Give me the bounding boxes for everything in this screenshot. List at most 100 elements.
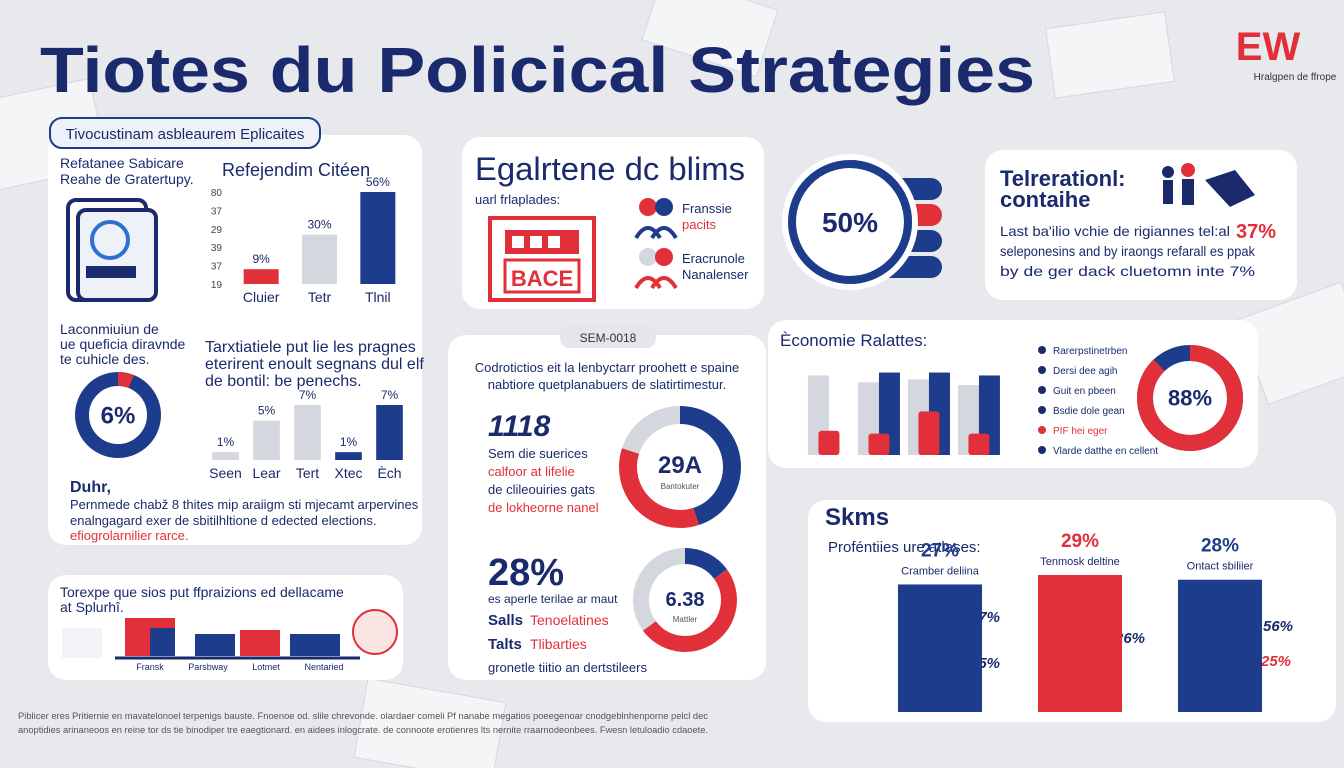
note-highlight: efiogrolarnilier rarce. bbox=[70, 528, 189, 543]
subtitle: Reahe de Gratertupy. bbox=[60, 171, 194, 187]
subtitle: Proféntiies ure atlases: bbox=[828, 539, 981, 556]
line: de lokheorne nanel bbox=[488, 500, 599, 515]
stat-caption: es aperle terilae ar maut bbox=[488, 592, 618, 606]
caption: Laconmiuiun de bbox=[60, 321, 159, 337]
panel-title: Torexpe que sios put ffpraizions ed dell… bbox=[60, 584, 344, 600]
legend-text: PIF hei eger bbox=[1053, 426, 1108, 437]
bar bbox=[376, 405, 403, 460]
note-text: enalngagard exer de sbitilhltione d edec… bbox=[70, 513, 376, 528]
category-label: Tenmosk deltine bbox=[1040, 556, 1120, 568]
bar bbox=[294, 405, 321, 460]
panel-title: at Splurhî. bbox=[60, 599, 124, 615]
value-label: 29% bbox=[1061, 531, 1099, 552]
sign: BACE bbox=[511, 266, 573, 291]
value-label: 1% bbox=[340, 435, 358, 449]
bar bbox=[918, 411, 940, 455]
tag-pill bbox=[560, 326, 656, 348]
legend-text: Guit en pbeen bbox=[1053, 386, 1116, 397]
tag: SEM-0018 bbox=[580, 331, 637, 345]
mini-label: Lotmet bbox=[252, 662, 280, 672]
legend-text: Franssie bbox=[682, 201, 732, 216]
legend-text: Vlarde datthe en cellent bbox=[1053, 446, 1158, 457]
donut-label: 88% bbox=[1168, 386, 1212, 411]
footer-text: Piblicer eres Pritiernie en mavatelonoel… bbox=[18, 711, 709, 721]
footer-text: anoptidies arinaneoos en reine tor ds ti… bbox=[18, 725, 708, 735]
side-label: 56% bbox=[1263, 618, 1293, 635]
donut-segment bbox=[684, 548, 728, 580]
line: calfoor at lifelie bbox=[488, 464, 575, 479]
axis-label: 37 bbox=[211, 262, 223, 273]
donut-arc bbox=[117, 372, 134, 389]
legend-dot bbox=[1038, 386, 1046, 394]
category-label: Cramber deliina bbox=[901, 565, 980, 577]
legend-text: Nanalenser bbox=[682, 267, 749, 282]
item-value: Tlibarties bbox=[530, 636, 587, 652]
ballot-icon bbox=[66, 198, 158, 302]
value-label: 27% bbox=[921, 540, 959, 561]
panel-title: Skms bbox=[825, 504, 889, 531]
mini-chart bbox=[62, 609, 398, 660]
page-title: Tiotes du Policical Strategies bbox=[40, 34, 1035, 106]
axis-label: 37 bbox=[211, 206, 223, 217]
note-title: Duhr, bbox=[70, 479, 111, 496]
axis-label: 80 bbox=[211, 188, 223, 199]
intro: Codrotictios eit la lenbyctarr proohett … bbox=[475, 360, 739, 375]
coins bbox=[782, 154, 942, 290]
value-label: 7% bbox=[381, 388, 399, 402]
category-label: Seen bbox=[209, 465, 242, 481]
donut-label: 6% bbox=[101, 402, 136, 429]
donut-segment bbox=[642, 569, 737, 652]
bar bbox=[243, 269, 279, 284]
donut-segment bbox=[633, 548, 686, 631]
panel-title: Egalrtene dc blims bbox=[475, 151, 745, 187]
chart-title: Tarxtiatiele put lie les pragnes bbox=[205, 339, 416, 356]
donut-segment bbox=[619, 448, 699, 528]
tag-pill bbox=[49, 117, 321, 149]
line: Last ba'ilio vchie de rigiannes tel:al bbox=[1000, 223, 1230, 239]
donut-arc bbox=[849, 160, 912, 284]
legend-text: Dersi dee agih bbox=[1053, 366, 1117, 377]
bar bbox=[968, 433, 990, 455]
axis-label: 19 bbox=[211, 280, 223, 291]
side-label: 25% bbox=[1260, 653, 1291, 670]
highlight: 37% bbox=[1236, 221, 1276, 243]
category-label: Cluier bbox=[243, 289, 280, 305]
category-label: Tert bbox=[296, 465, 319, 481]
category-label: Èch bbox=[377, 465, 401, 481]
legend-dot bbox=[1038, 366, 1046, 374]
mini-label: Fransk bbox=[136, 662, 164, 672]
bar bbox=[212, 452, 239, 460]
big-number: 1118 bbox=[488, 410, 551, 443]
legend-dot bbox=[1038, 406, 1046, 414]
legend-dot bbox=[1038, 426, 1046, 434]
tag: Tivocustinam asbleaurem Eplicaites bbox=[66, 126, 305, 143]
stat: 28% bbox=[488, 552, 564, 594]
value-label: 30% bbox=[307, 218, 331, 232]
item-value: Tenoelatines bbox=[530, 612, 609, 628]
figure-icons bbox=[1162, 163, 1255, 207]
bar bbox=[302, 234, 337, 284]
line: seleponesins and by iraongs refarall es … bbox=[1000, 243, 1256, 259]
category-label: Xtec bbox=[334, 465, 362, 481]
people-icons bbox=[634, 198, 678, 290]
intro: nabtiore quetplanabuers de slatirtimestu… bbox=[488, 377, 726, 392]
value-label: 5% bbox=[258, 404, 276, 418]
donut-label: 29A bbox=[658, 452, 702, 479]
bar bbox=[868, 433, 890, 455]
panel-title: Telrerationl: bbox=[1000, 166, 1126, 191]
item-label: Talts bbox=[488, 636, 522, 653]
category-label: Lear bbox=[252, 465, 280, 481]
category-label: Tetr bbox=[308, 289, 332, 305]
bar bbox=[1178, 579, 1262, 712]
item-label: Salls bbox=[488, 612, 523, 629]
bar bbox=[898, 584, 982, 712]
donut-segment bbox=[621, 406, 681, 455]
bar bbox=[818, 430, 840, 455]
mini-label: Parsbway bbox=[188, 662, 228, 672]
legend-text: Eracrunole bbox=[682, 251, 745, 266]
legend-text: pacits bbox=[682, 217, 716, 232]
value-label: 9% bbox=[252, 252, 270, 266]
value-label: 28% bbox=[1201, 536, 1239, 557]
